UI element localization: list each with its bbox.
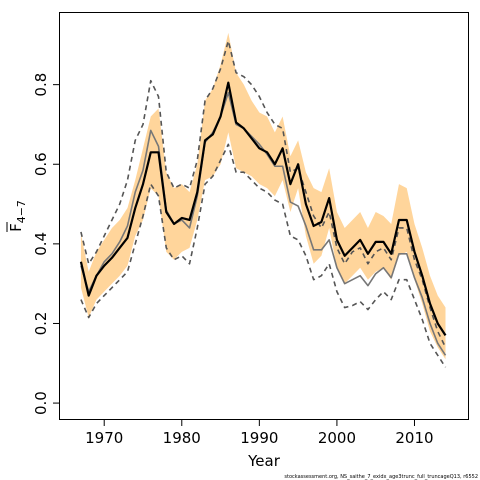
x-axis-title: Year	[247, 452, 281, 470]
confidence-band	[80, 32, 446, 360]
retro-lower-line	[80, 143, 447, 368]
y-tick-label: 0.4	[32, 232, 50, 256]
x-tick-label: 1970	[85, 429, 123, 447]
svg-text:F4−7: F4−7	[7, 200, 28, 232]
retro-upper-line	[80, 40, 447, 348]
estimate-line	[79, 81, 447, 337]
y-axis-title: F4−7	[6, 200, 28, 232]
x-tick-label: 2000	[318, 429, 356, 447]
y-tick-label: 0.6	[32, 152, 50, 176]
x-tick-label: 1990	[240, 429, 278, 447]
x-axis: 1970 1980 1990 2000 2010	[85, 419, 434, 447]
confidence-band-layer	[80, 32, 446, 360]
credit-text: stockassessment.org, NS_saithe_7_exidx_a…	[284, 474, 478, 480]
series-lines-layer	[79, 40, 447, 368]
plot-frame	[59, 12, 469, 420]
y-tick-label: 0.0	[32, 391, 50, 415]
y-tick-label: 0.8	[32, 73, 50, 97]
x-tick-label: 1980	[163, 429, 201, 447]
x-tick-label: 2010	[395, 429, 433, 447]
y-axis: 0.0 0.2 0.4 0.6 0.8	[32, 73, 60, 415]
y-tick-label: 0.2	[32, 312, 50, 336]
y-axis-title-main: F	[7, 223, 25, 232]
y-axis-title-subscript: 4−7	[15, 200, 28, 223]
